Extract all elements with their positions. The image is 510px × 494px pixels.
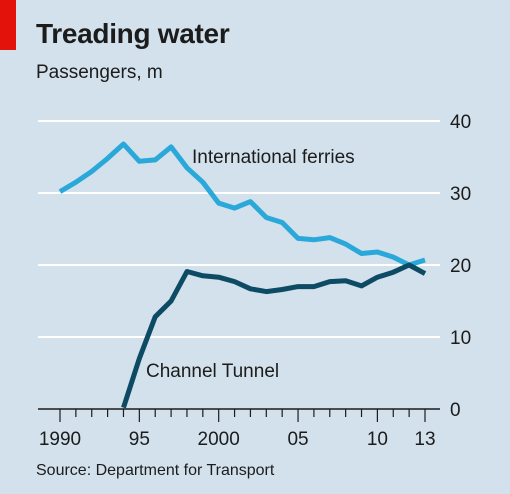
- y-tick-label-20: 20: [450, 256, 471, 277]
- x-tick-label-2000: 2000: [198, 429, 240, 450]
- chart-subtitle: Passengers, m: [36, 62, 163, 83]
- accent-tag: [0, 0, 16, 50]
- y-tick-label-40: 40: [450, 112, 471, 133]
- chart-title: Treading water: [36, 18, 230, 49]
- x-axis-labels: 1990 95 2000 05 10 13: [39, 429, 436, 450]
- x-tick-label-1990: 1990: [39, 429, 81, 450]
- series-line-1: [121, 262, 427, 409]
- annotation-ferries: International ferries: [192, 147, 355, 168]
- x-tick-label-2013: 13: [414, 429, 435, 450]
- series-line-0: [58, 141, 426, 268]
- x-tick-label-2010: 10: [367, 429, 388, 450]
- y-tick-label-10: 10: [450, 328, 471, 349]
- x-tick-label-2005: 05: [287, 429, 308, 450]
- y-axis-labels: 0 10 20 30 40: [450, 112, 471, 421]
- source-note: Source: Department for Transport: [36, 462, 275, 479]
- annotation-channel-tunnel: Channel Tunnel: [146, 361, 279, 382]
- x-axis: [38, 408, 440, 422]
- y-tick-label-0: 0: [450, 400, 461, 421]
- gridlines: [38, 120, 440, 338]
- x-tick-label-1995: 95: [129, 429, 150, 450]
- series-lines: [58, 141, 427, 409]
- y-tick-label-30: 30: [450, 184, 471, 205]
